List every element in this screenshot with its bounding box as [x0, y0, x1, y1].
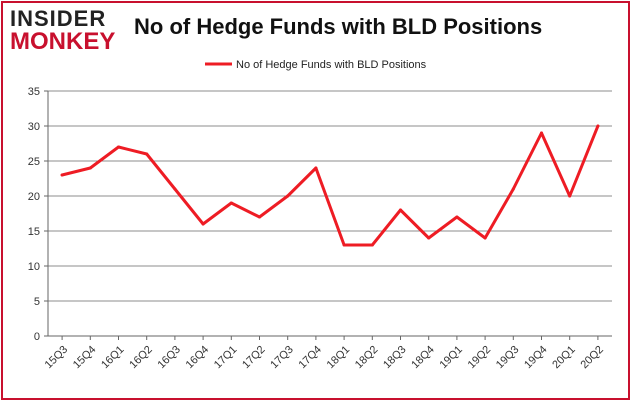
data-point — [117, 145, 120, 149]
x-tick-label: 19Q3 — [494, 344, 522, 372]
logo-text-top: INSIDER — [10, 6, 107, 31]
x-tick-label: 17Q1 — [212, 344, 240, 372]
chart-title: No of Hedge Funds with BLD Positions — [134, 14, 543, 39]
x-tick-label: 17Q2 — [240, 344, 268, 372]
x-tick-label: 19Q2 — [466, 344, 494, 372]
x-tick-label: 16Q1 — [99, 344, 127, 372]
x-tick-label: 18Q4 — [409, 344, 437, 372]
y-tick-label: 30 — [28, 121, 40, 133]
x-tick-label: 19Q1 — [437, 344, 465, 372]
data-point — [370, 243, 374, 247]
x-tick-label: 16Q2 — [127, 344, 155, 372]
data-point — [427, 236, 431, 240]
x-tick-labels: 15Q3 15Q4 16Q1 16Q2 16Q3 16Q4 17Q1 17Q2 17Q3 17Q4… — [43, 344, 606, 372]
x-tick-label: 18Q1 — [325, 344, 353, 372]
x-tick-label: 20Q2 — [578, 344, 606, 372]
x-tick-label: 17Q4 — [296, 344, 324, 372]
logo-text-bottom: MONKEY — [10, 28, 116, 55]
data-point — [540, 131, 543, 135]
legend: No of Hedge Funds with BLD Positions — [205, 59, 427, 71]
data-point — [568, 194, 572, 198]
y-tick-labels: 0 5 10 15 20 25 30 35 — [28, 86, 40, 343]
x-tick-label: 18Q3 — [381, 344, 409, 372]
x-tick-label: 16Q3 — [155, 344, 183, 372]
x-tick-label: 19Q4 — [522, 344, 550, 372]
data-point — [258, 215, 261, 219]
data-point — [145, 152, 149, 156]
data-point — [314, 166, 318, 170]
series-line-0 — [60, 124, 600, 247]
data-point — [483, 236, 487, 240]
series-lines — [60, 124, 600, 247]
y-tick-label: 25 — [28, 156, 40, 168]
legend-label: No of Hedge Funds with BLD Positions — [236, 59, 427, 71]
x-tick-label: 15Q4 — [71, 344, 99, 372]
x-tick-label: 17Q3 — [268, 344, 296, 372]
y-tick-label: 5 — [34, 296, 40, 308]
y-tick-label: 0 — [34, 331, 40, 343]
y-tick-label: 20 — [28, 191, 40, 203]
data-point — [342, 243, 346, 247]
chart-frame — [1, 1, 630, 400]
x-tick-label: 20Q1 — [550, 344, 578, 372]
data-point — [286, 194, 290, 198]
data-point — [399, 208, 402, 212]
x-tick-label: 15Q3 — [43, 344, 71, 372]
axes — [44, 90, 612, 340]
data-point — [455, 215, 459, 219]
grid-lines — [48, 90, 612, 302]
data-point — [201, 222, 205, 226]
insider-monkey-logo: INSIDER MONKEY — [10, 8, 120, 58]
x-tick-label: 16Q4 — [184, 344, 212, 372]
data-point — [596, 124, 600, 128]
y-tick-label: 15 — [28, 226, 40, 238]
data-point — [60, 173, 64, 177]
y-tick-label: 35 — [28, 86, 40, 98]
y-tick-label: 10 — [28, 261, 40, 273]
data-point — [88, 166, 92, 170]
data-point — [173, 187, 177, 191]
data-point — [511, 187, 515, 191]
x-tick-label: 18Q2 — [353, 344, 381, 372]
data-point — [229, 201, 233, 205]
